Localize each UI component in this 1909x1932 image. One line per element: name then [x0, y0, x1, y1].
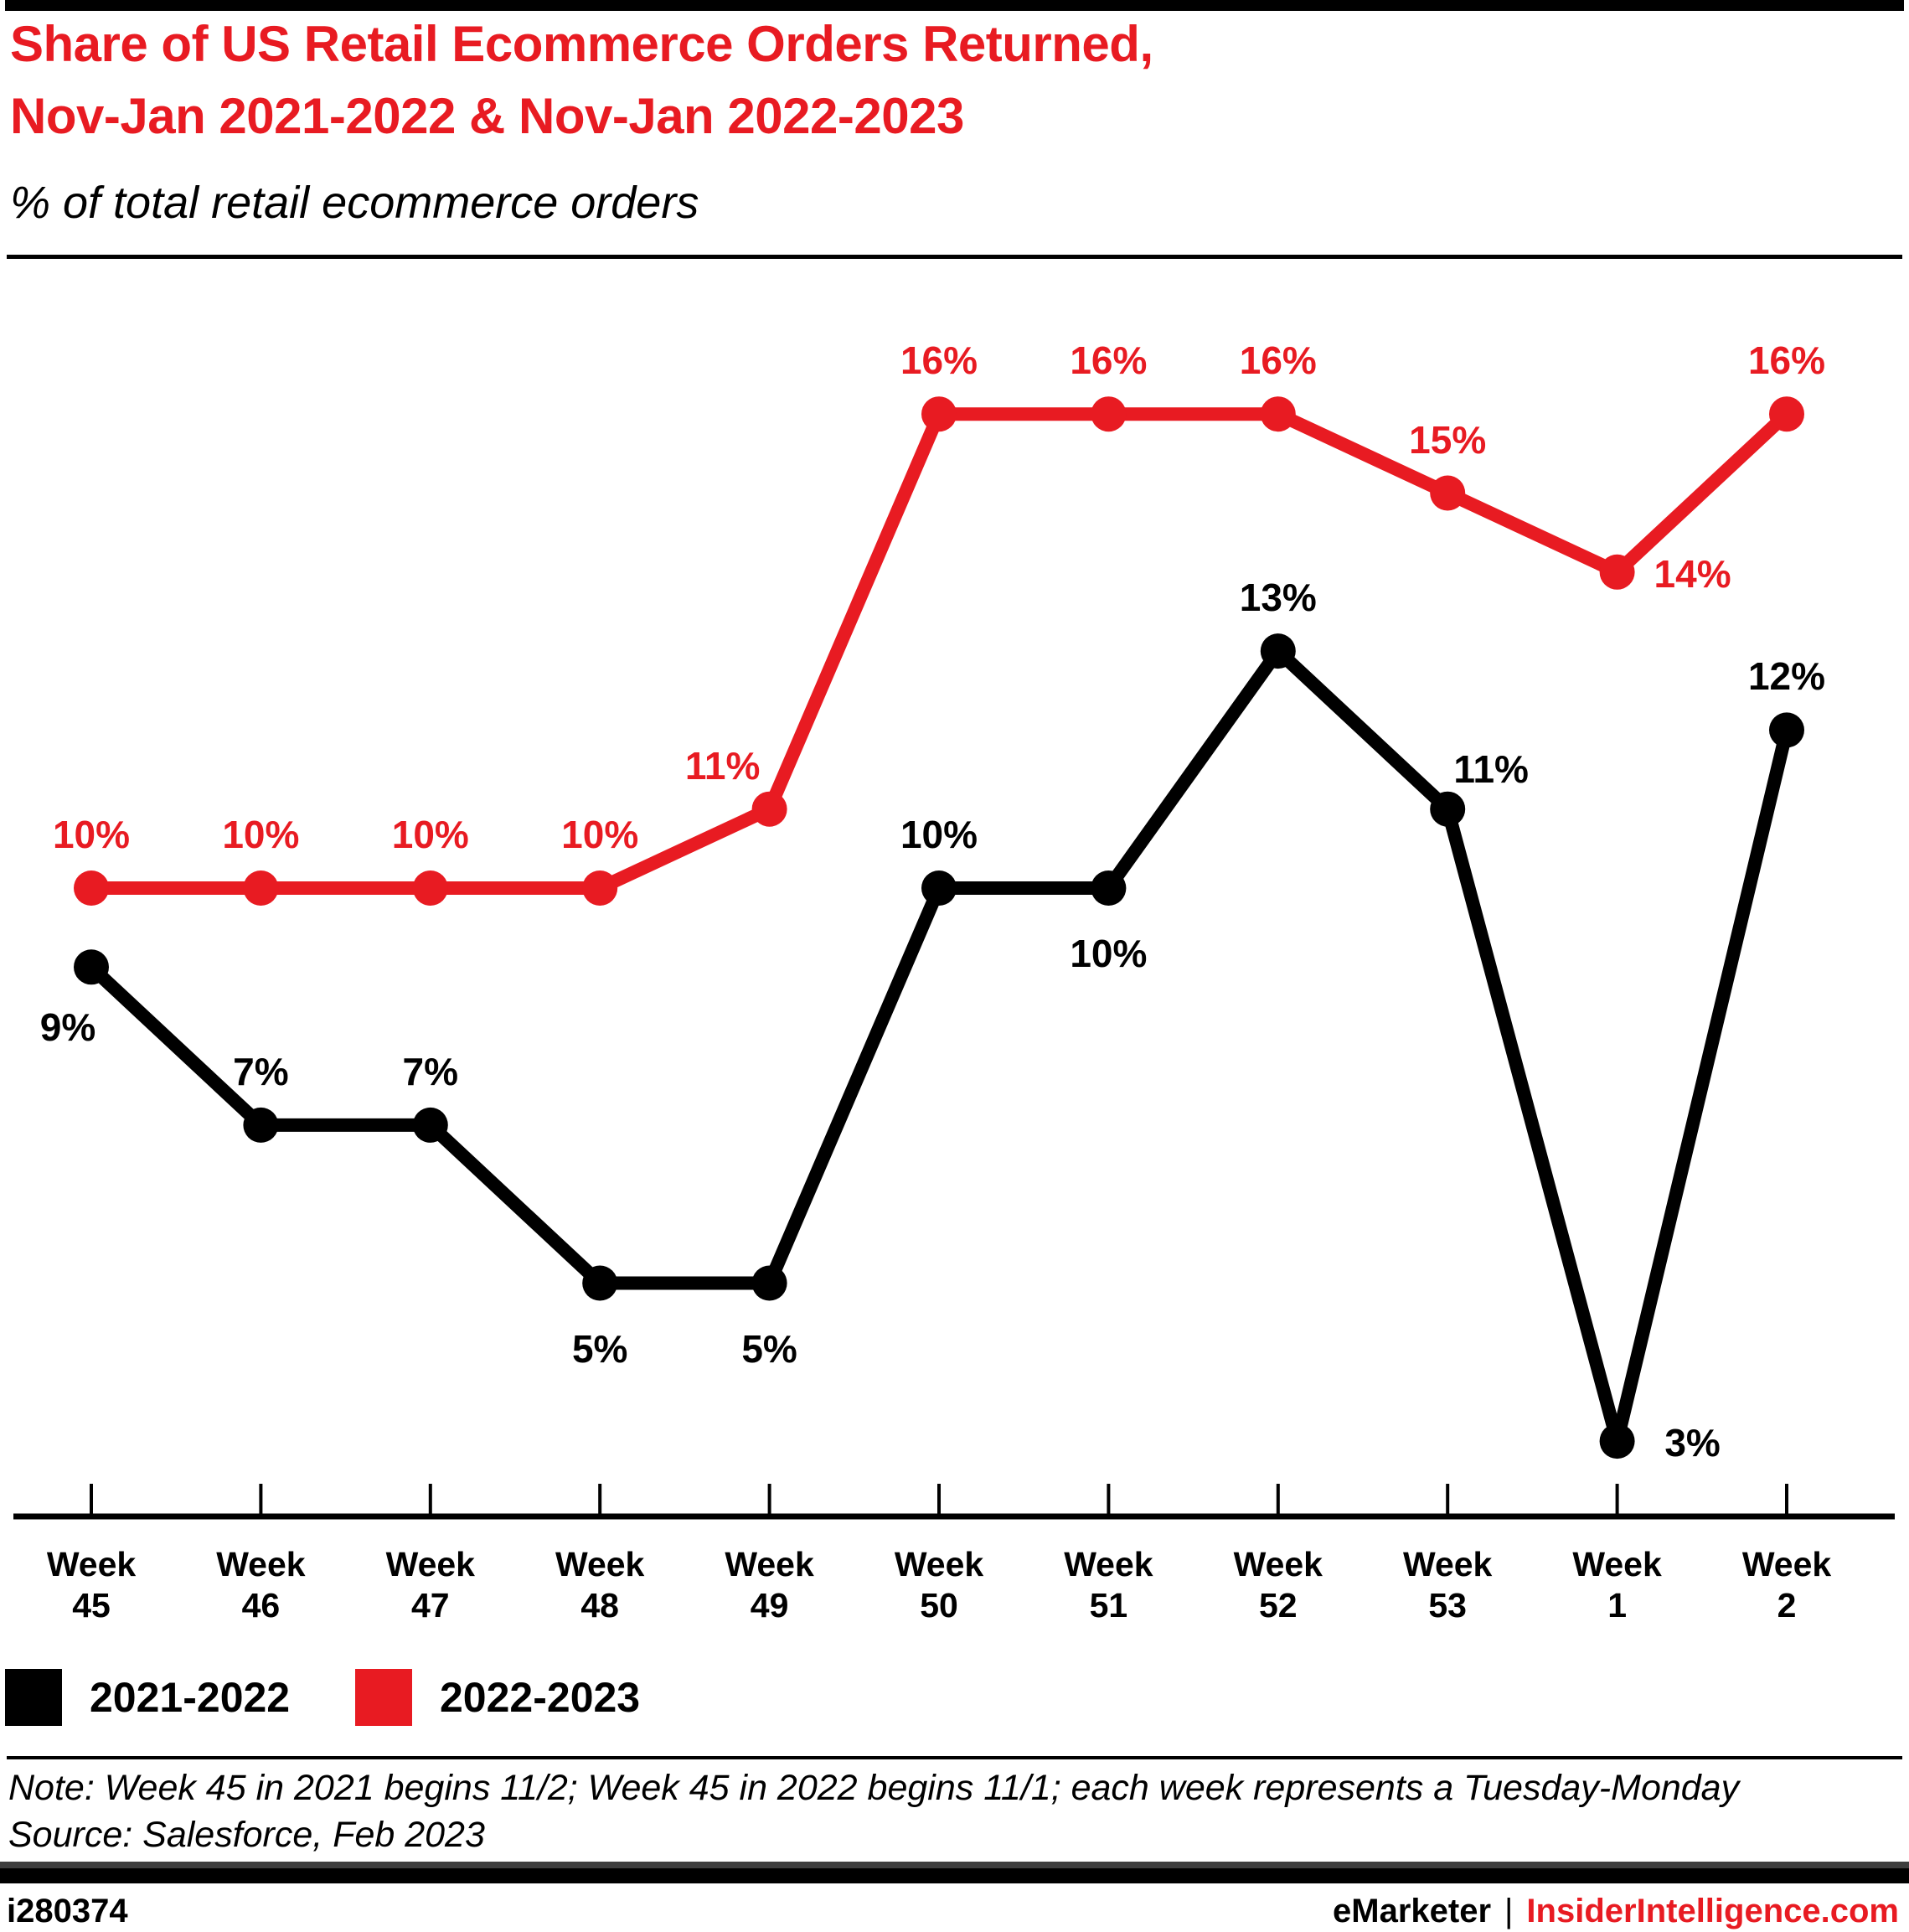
- footer-bar: [0, 1862, 1909, 1883]
- data-point-2022-2023: [582, 870, 618, 906]
- chart-title-line1: Share of US Retail Ecommerce Orders Retu…: [10, 16, 1153, 72]
- data-point-2021-2022: [1091, 870, 1127, 906]
- series-line-2022-2023: [91, 407, 1792, 895]
- data-point-2021-2022: [1260, 633, 1296, 669]
- data-point-2021-2022: [412, 1107, 448, 1143]
- brand-footer: eMarketer | InsiderIntelligence.com: [1333, 1893, 1899, 1930]
- legend-divider: [7, 1756, 1902, 1759]
- top-bar: [5, 0, 1904, 11]
- legend: 2021-2022 2022-2023: [0, 1669, 1909, 1726]
- brand-separator: |: [1504, 1893, 1514, 1929]
- data-point-2021-2022: [1599, 1423, 1635, 1459]
- chart-id: i280374: [7, 1893, 128, 1929]
- data-point-2022-2023: [1599, 554, 1635, 590]
- brand-emarketer: eMarketer: [1333, 1893, 1492, 1929]
- brand-insiderintelligence: InsiderIntelligence.com: [1526, 1893, 1899, 1929]
- data-point-2022-2023: [1430, 475, 1466, 511]
- data-point-2022-2023: [1091, 396, 1127, 432]
- legend-item-2021-2022: 2021-2022: [5, 1669, 290, 1726]
- data-point-2022-2023: [751, 791, 787, 827]
- legend-label-2022-2023: 2022-2023: [440, 1674, 641, 1721]
- legend-label-2021-2022: 2021-2022: [90, 1674, 291, 1721]
- chart-title-line2: Nov-Jan 2021-2022 & Nov-Jan 2022-2023: [10, 88, 964, 144]
- data-point-2021-2022: [74, 949, 109, 985]
- series-line-2021-2022: [86, 644, 1793, 1449]
- legend-item-2022-2023: 2022-2023: [355, 1669, 640, 1726]
- legend-swatch-2022-2023: [355, 1669, 412, 1726]
- note-text: Note: Week 45 in 2021 begins 11/2; Week …: [8, 1768, 1740, 1808]
- data-point-2022-2023: [1769, 396, 1804, 432]
- source-text: Source: Salesforce, Feb 2023: [8, 1815, 485, 1855]
- chart-subtitle: % of total retail ecommerce orders: [10, 178, 699, 228]
- data-point-2022-2023: [1260, 396, 1296, 432]
- data-point-2022-2023: [921, 396, 957, 432]
- data-point-2021-2022: [751, 1265, 787, 1301]
- header-divider: [7, 255, 1902, 259]
- data-point-2022-2023: [243, 870, 279, 906]
- legend-swatch-2021-2022: [5, 1669, 62, 1726]
- note-block: Note: Week 45 in 2021 begins 11/2; Week …: [8, 1764, 1739, 1858]
- data-point-2021-2022: [921, 870, 957, 906]
- data-point-2021-2022: [1769, 712, 1804, 748]
- data-point-2022-2023: [74, 870, 109, 906]
- data-point-2021-2022: [243, 1107, 279, 1143]
- data-point-2021-2022: [1430, 791, 1466, 827]
- chart-title: Share of US Retail Ecommerce Orders Retu…: [10, 8, 1153, 152]
- data-point-2022-2023: [412, 870, 448, 906]
- data-point-2021-2022: [582, 1265, 618, 1301]
